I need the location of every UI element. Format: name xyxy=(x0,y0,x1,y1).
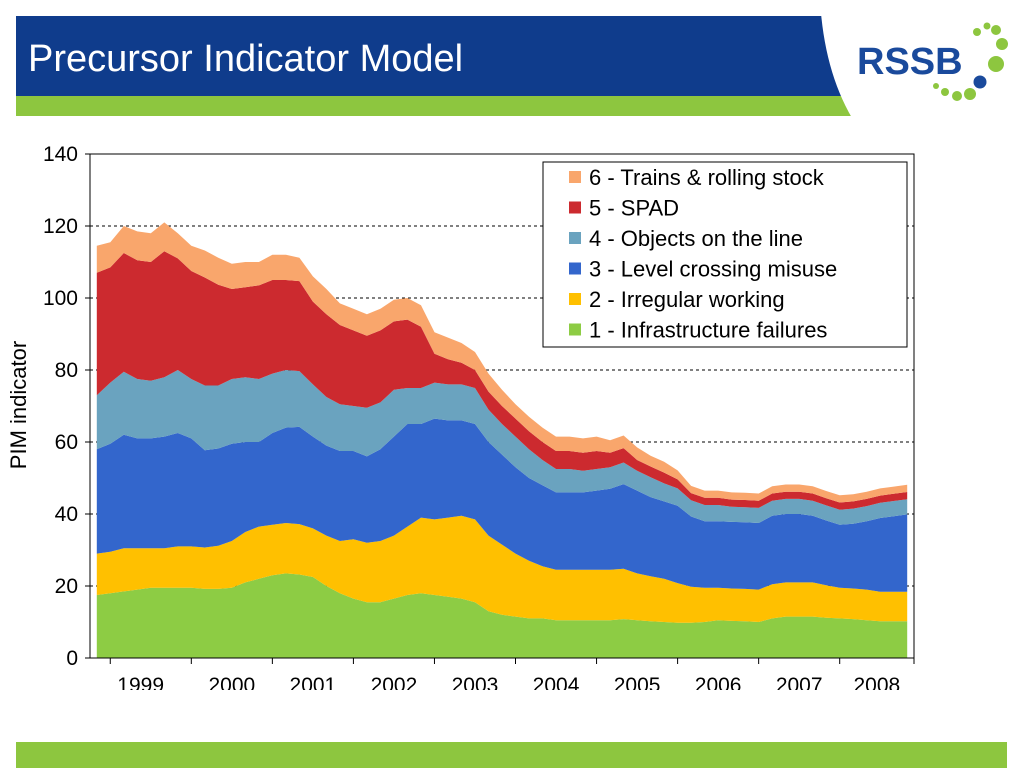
x-tick-label: 2005 xyxy=(614,674,661,690)
legend-label: 2 - Irregular working xyxy=(589,287,785,312)
x-tick-label: 2002 xyxy=(371,674,418,690)
header-green-stripe xyxy=(16,96,860,116)
legend: 6 - Trains & rolling stock 5 - SPAD 4 - Ob… xyxy=(542,161,908,348)
axes: 0 20 40 60 80 100 120 140 1999 2000 2001 2002 2003 20… xyxy=(43,143,915,690)
x-tick-label: 2008 xyxy=(853,674,900,690)
legend-swatch xyxy=(569,201,581,214)
y-tick-label: 0 xyxy=(66,647,78,670)
area-series xyxy=(96,222,908,658)
x-tick-label: 2004 xyxy=(533,674,580,690)
header-bar xyxy=(16,16,860,96)
y-tick-label: 40 xyxy=(55,503,78,526)
footer-green-bar xyxy=(16,742,1007,768)
y-axis-label: PIM indicator xyxy=(6,341,31,469)
y-tick-label: 60 xyxy=(55,431,78,454)
x-tick-label: 2007 xyxy=(776,674,823,690)
y-tick-label: 100 xyxy=(43,287,78,310)
y-tick-label: 20 xyxy=(55,575,78,598)
legend-box xyxy=(542,161,908,348)
legend-swatch xyxy=(569,232,581,244)
legend-label: 4 - Objects on the line xyxy=(589,226,803,251)
logo-text: RSSB xyxy=(857,41,963,83)
area-series-3 xyxy=(96,418,908,592)
x-tick-label: 2003 xyxy=(452,674,499,690)
logo-blue-dot xyxy=(973,75,987,89)
page-title: Precursor Indicator Model xyxy=(28,38,464,80)
y-tick-label: 140 xyxy=(43,143,78,166)
legend-label: 1 - Infrastructure failures xyxy=(589,318,827,343)
legend-swatch xyxy=(569,293,581,305)
area-series-6 xyxy=(96,222,908,503)
legend-label: 3 - Level crossing misuse xyxy=(589,257,837,282)
legend-label: 5 - SPAD xyxy=(589,196,679,221)
legend-swatch xyxy=(569,262,581,275)
x-tick-label: 1999 xyxy=(117,674,164,690)
area-series-1 xyxy=(96,573,908,658)
y-tick-label: 80 xyxy=(55,359,78,382)
x-tick-label: 2000 xyxy=(208,674,255,690)
area-series-2 xyxy=(96,515,908,623)
area-series-4 xyxy=(96,370,908,525)
x-tick-label: 2001 xyxy=(290,674,337,690)
x-tick-label: 2006 xyxy=(695,674,742,690)
legend-swatch xyxy=(569,323,581,336)
y-tick-label: 120 xyxy=(43,215,78,238)
area-series-5 xyxy=(96,251,908,510)
rssb-logo: RSSB xyxy=(812,0,1024,118)
legend-label: 6 - Trains & rolling stock xyxy=(589,165,825,190)
pim-stacked-area-chart: 0 20 40 60 80 100 120 140 1999 2000 2001 2002 2003 20… xyxy=(6,143,915,690)
legend-swatch xyxy=(569,171,581,183)
logo-dots-icon xyxy=(933,22,1008,101)
